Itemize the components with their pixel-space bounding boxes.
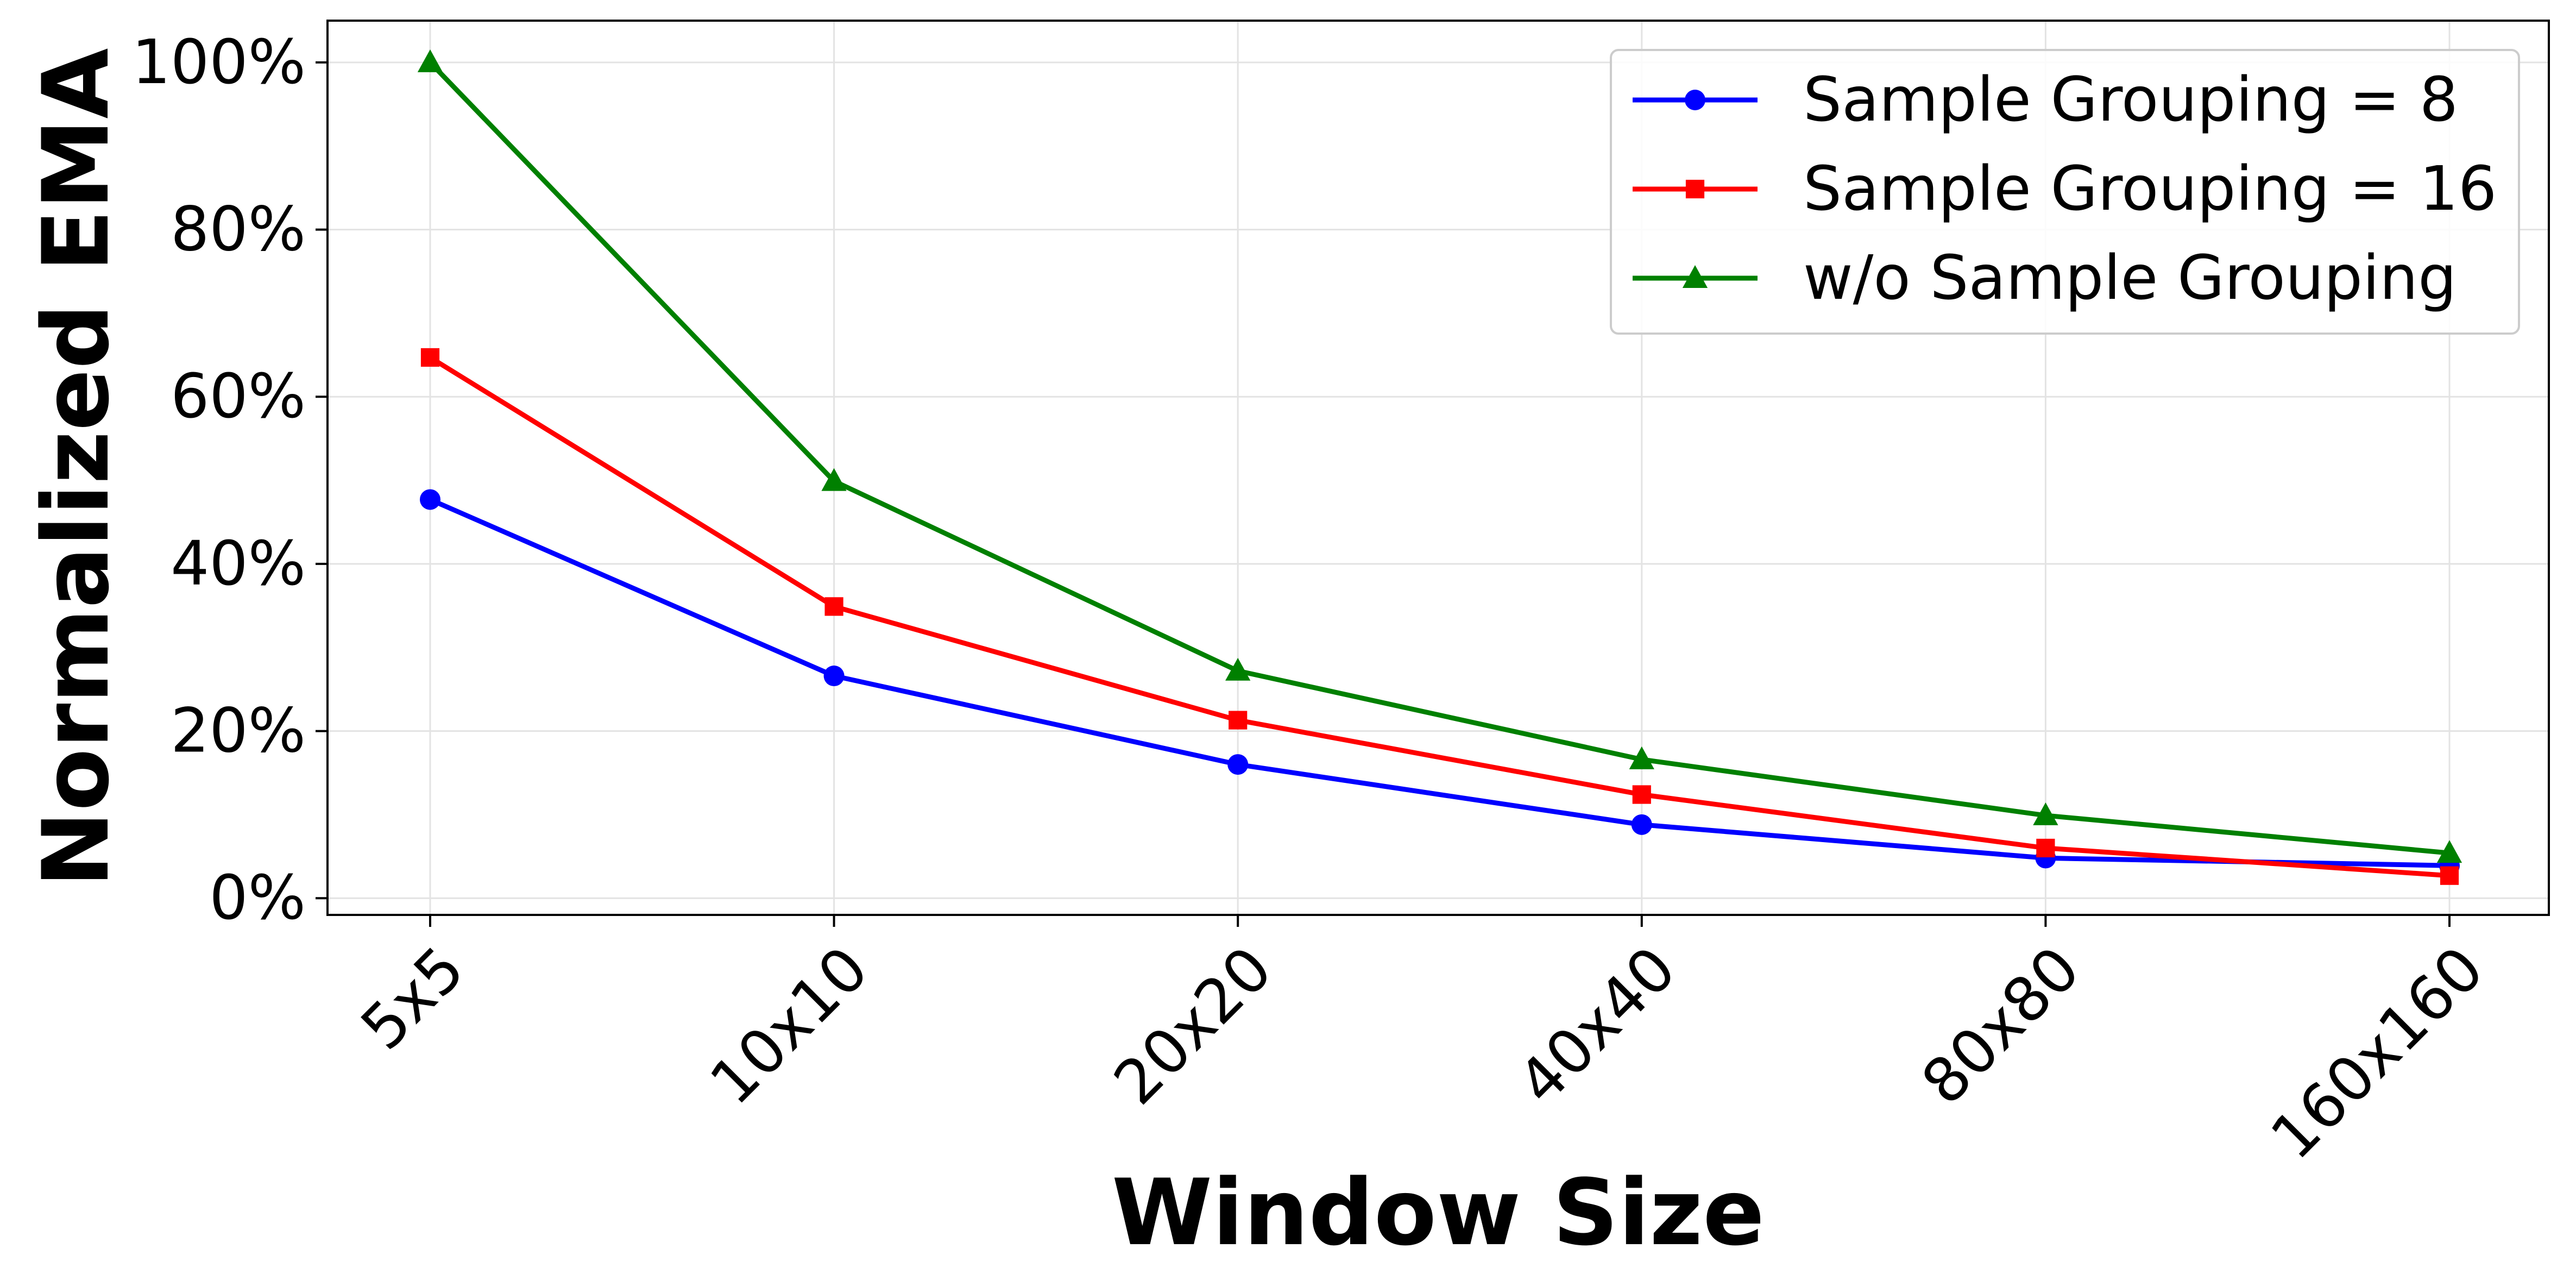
plot-frame	[326, 20, 2550, 916]
legend-label: Sample Grouping = 8	[1803, 65, 2458, 135]
series-circle	[420, 489, 2460, 876]
y-tick-label: 100%	[132, 27, 306, 98]
legend-entry: Sample Grouping = 16	[1633, 154, 2497, 224]
data-point	[1229, 711, 1248, 730]
legend-label: Sample Grouping = 16	[1803, 154, 2497, 224]
series-line	[428, 60, 2450, 856]
legend-label: w/o Sample Grouping	[1803, 243, 2457, 313]
data-point	[420, 489, 440, 510]
data-point	[821, 468, 847, 491]
legend: Sample Grouping = 8 Sample Grouping = 16 w…	[1610, 49, 2520, 335]
data-point	[824, 597, 843, 616]
data-point	[420, 348, 440, 367]
y-tick-label: 80%	[171, 194, 306, 265]
legend-box	[1610, 49, 2520, 335]
y-tick-label: 20%	[171, 696, 306, 767]
data-point	[417, 49, 443, 72]
series-square	[420, 348, 2459, 885]
data-point	[2033, 802, 2058, 825]
series-line	[429, 497, 2450, 868]
data-point	[1632, 785, 1651, 804]
y-axis: 0% 20% 40% 60% 80% 100%	[132, 27, 327, 933]
x-axis-title: Window Size	[1112, 1159, 1765, 1266]
data-point	[2436, 840, 2462, 863]
data-point	[1225, 657, 1251, 681]
y-axis-title: Normalized EMA	[23, 48, 129, 888]
data-point	[1629, 746, 1654, 769]
data-point	[2036, 838, 2055, 858]
data-point	[1685, 179, 1705, 199]
data-point	[1685, 90, 1705, 110]
series-triangle	[417, 49, 2462, 863]
y-tick-label: 40%	[171, 529, 306, 599]
data-point	[823, 666, 845, 687]
series-layer	[417, 49, 2462, 885]
data-point	[1631, 814, 1652, 835]
data-point	[1682, 265, 1708, 288]
legend-entry: Sample Grouping = 8	[1633, 65, 2458, 135]
legend-entry: w/o Sample Grouping	[1633, 243, 2457, 313]
data-point	[2440, 866, 2459, 885]
y-tick-label: 0%	[209, 863, 306, 933]
data-point	[1227, 754, 1249, 775]
y-tick-label: 60%	[171, 361, 306, 432]
series-line	[429, 355, 2450, 879]
